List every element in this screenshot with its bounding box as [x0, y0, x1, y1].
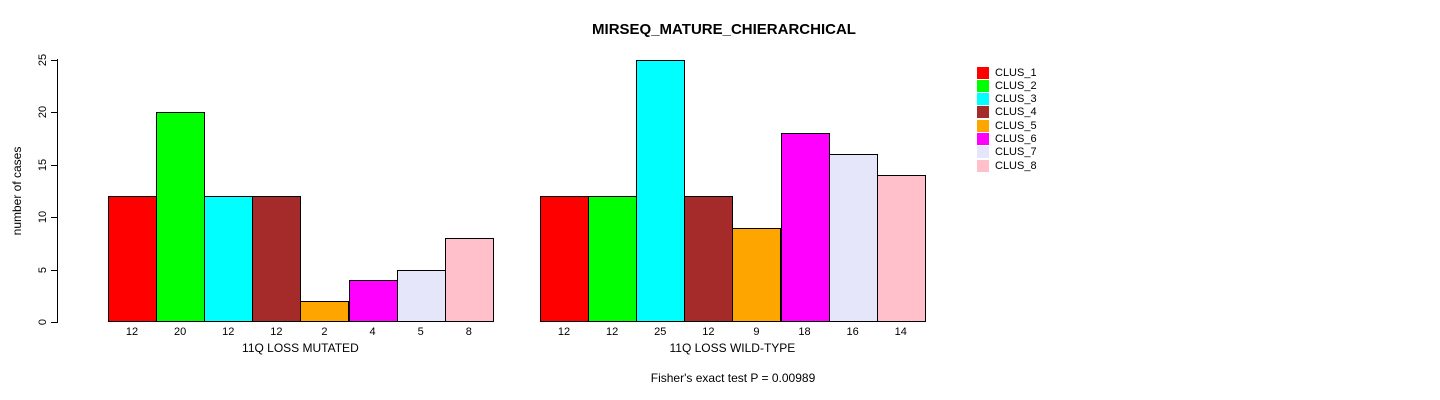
y-axis-line — [57, 59, 58, 323]
group-x-axis-label: 11Q LOSS MUTATED — [242, 341, 359, 355]
bar-value-label: 16 — [846, 326, 859, 338]
bar-clus_1 — [540, 196, 590, 322]
bar-clus_3 — [636, 59, 686, 322]
bar-clus_7 — [828, 154, 878, 322]
bar-clus_4 — [252, 196, 302, 322]
y-tick-mark — [51, 165, 57, 166]
footer-annotation: Fisher's exact test P = 0.00989 — [650, 371, 816, 385]
bar-value-label: 5 — [417, 326, 424, 338]
y-tick-mark — [51, 217, 57, 218]
legend-item-label: CLUS_8 — [995, 159, 1037, 172]
bar-value-label: 14 — [894, 326, 907, 338]
bar-clus_8 — [876, 175, 926, 322]
bar-clus_5 — [732, 227, 782, 322]
legend-item: CLUS_5 — [977, 119, 1037, 132]
legend-color-swatch — [977, 93, 989, 106]
bar-value-label: 12 — [125, 326, 139, 338]
bar-value-label: 12 — [606, 326, 619, 338]
bar-clus_7 — [396, 269, 446, 322]
legend-item: CLUS_7 — [977, 146, 1037, 159]
bar-clus_1 — [108, 196, 158, 322]
group-x-axis-label: 11Q LOSS WILD-TYPE — [669, 341, 796, 355]
legend-item: CLUS_1 — [977, 66, 1037, 79]
y-tick-label: 5 — [37, 266, 49, 274]
bar-value-label: 12 — [222, 326, 235, 338]
y-tick-label: 20 — [37, 105, 49, 119]
legend-item-label: CLUS_1 — [995, 66, 1037, 79]
legend-item-label: CLUS_6 — [995, 133, 1037, 145]
legend-color-swatch — [977, 146, 989, 159]
legend-color-swatch — [977, 106, 989, 119]
legend-item-label: CLUS_5 — [995, 119, 1037, 132]
legend-item: CLUS_4 — [977, 106, 1037, 119]
y-tick-label: 10 — [37, 210, 49, 224]
bar-value-label: 8 — [465, 326, 472, 338]
legend-color-swatch — [977, 119, 989, 132]
legend-item-label: CLUS_2 — [995, 79, 1037, 92]
bar-value-label: 12 — [557, 326, 571, 338]
legend-color-swatch — [977, 66, 989, 79]
y-tick-mark — [51, 270, 57, 271]
bar-value-label: 25 — [654, 326, 667, 338]
bar-clus_6 — [348, 280, 398, 322]
bar-clus_6 — [780, 133, 830, 322]
legend-item-label: CLUS_4 — [995, 106, 1037, 119]
bar-value-label: 12 — [270, 326, 283, 338]
bar-clus_5 — [300, 301, 350, 322]
y-tick-mark — [51, 112, 57, 113]
legend-item: CLUS_8 — [977, 159, 1037, 172]
bar-value-label: 18 — [798, 326, 811, 338]
bar-value-label: 2 — [321, 326, 328, 338]
legend-color-swatch — [977, 159, 989, 172]
y-tick-mark — [51, 60, 57, 61]
legend-item-label: CLUS_3 — [995, 93, 1037, 106]
bar-value-label: 4 — [369, 326, 376, 338]
y-tick-mark — [51, 322, 57, 323]
bar-clus_8 — [444, 238, 494, 322]
bar-value-label: 12 — [702, 326, 715, 338]
chart-title: MIRSEQ_MATURE_CHIERARCHICAL — [592, 21, 856, 38]
legend-item-label: CLUS_7 — [995, 146, 1037, 159]
bar-value-label: 20 — [174, 326, 187, 338]
legend-color-swatch — [977, 79, 989, 92]
bar-value-label: 9 — [753, 326, 760, 338]
bar-clus_3 — [204, 196, 254, 322]
y-tick-label: 0 — [37, 318, 49, 326]
legend-item: CLUS_6 — [977, 133, 1037, 146]
bar-clus_4 — [684, 196, 734, 322]
y-tick-label: 15 — [37, 158, 49, 172]
bar-clus_2 — [156, 112, 206, 322]
legend-color-swatch — [977, 133, 989, 145]
bar-clus_2 — [588, 196, 638, 322]
legend-item: CLUS_3 — [977, 93, 1037, 106]
legend-item: CLUS_2 — [977, 79, 1037, 92]
y-axis-label: number of cases — [10, 146, 24, 236]
y-tick-label: 25 — [37, 53, 49, 67]
